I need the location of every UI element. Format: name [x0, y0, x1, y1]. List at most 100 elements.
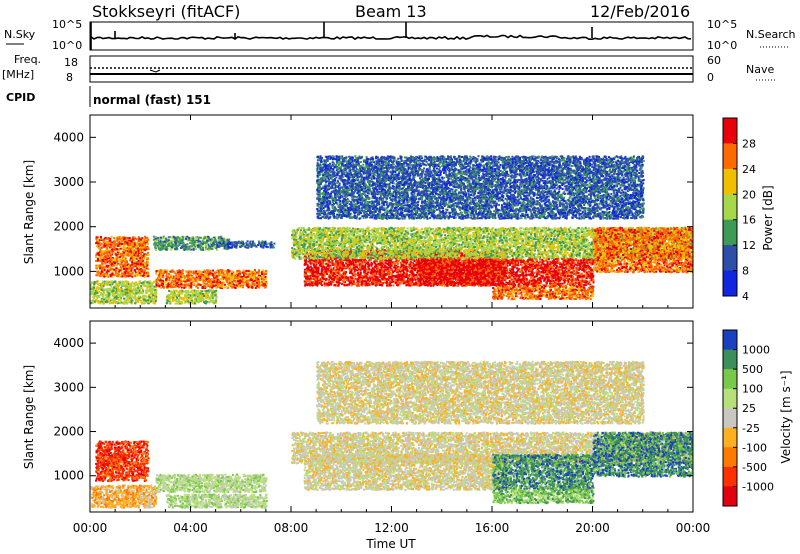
heatmap-cell	[146, 236, 149, 239]
heatmap-cell	[193, 244, 196, 247]
heatmap-cell	[124, 287, 127, 289]
heatmap-cell	[100, 236, 102, 238]
heatmap-cell	[230, 274, 233, 277]
heatmap-cell	[228, 246, 231, 249]
heatmap-cell	[406, 259, 409, 262]
heatmap-cell	[223, 283, 226, 286]
heatmap-cell	[118, 240, 121, 243]
heatmap-cell	[146, 287, 149, 290]
heatmap-cell	[208, 283, 211, 286]
heatmap-cell	[132, 282, 135, 285]
nsky-label: N.Sky	[4, 28, 36, 41]
heatmap-cell	[172, 277, 174, 280]
heatmap-cell	[107, 270, 110, 273]
heatmap-cell	[173, 236, 176, 239]
heatmap-cell	[271, 243, 273, 246]
heatmap-cell	[155, 280, 158, 283]
heatmap-cell	[186, 235, 189, 238]
heatmap-cell	[105, 271, 108, 274]
heatmap-cell	[257, 272, 260, 275]
heatmap-cell	[181, 297, 183, 300]
heatmap-cell	[159, 247, 162, 250]
heatmap-cell	[144, 264, 147, 267]
heatmap-cell	[111, 271, 114, 274]
heatmap-cell	[170, 282, 172, 285]
heatmap-cell	[208, 291, 211, 294]
heatmap-cell	[258, 270, 260, 273]
heatmap-cell	[106, 253, 109, 256]
heatmap-cell	[155, 278, 158, 281]
heatmap-cell	[137, 283, 140, 286]
heatmap-cell	[304, 275, 306, 278]
heatmap-cell	[382, 273, 385, 276]
heatmap-cell	[261, 284, 264, 287]
heatmap-cell	[101, 251, 104, 253]
heatmap-cell	[104, 301, 107, 303]
heatmap-cell	[203, 293, 206, 296]
heatmap-cell	[228, 238, 231, 241]
heatmap-cell	[131, 263, 134, 266]
heatmap-cell	[198, 296, 201, 299]
heatmap-cell	[119, 266, 122, 268]
heatmap-cell	[102, 289, 105, 292]
freq-strip-frame	[89, 55, 694, 83]
heatmap-cell	[100, 238, 103, 240]
heatmap-cell	[180, 277, 183, 280]
heatmap-cell	[412, 270, 415, 273]
heatmap-cell	[116, 260, 119, 262]
heatmap-cell	[184, 236, 187, 239]
heatmap-cell	[226, 240, 229, 243]
heatmap-cell	[95, 260, 98, 262]
heatmap-cell	[195, 273, 198, 276]
heatmap-cell	[239, 285, 242, 288]
heatmap-cell	[98, 254, 101, 257]
heatmap-cell	[151, 284, 154, 287]
heatmap-cell	[306, 263, 309, 266]
heatmap-cell	[158, 275, 161, 278]
noise-tick-left-low: 10^0	[52, 39, 82, 52]
heatmap-cell	[171, 279, 174, 282]
heatmap-cell	[140, 273, 143, 276]
heatmap-cell	[139, 244, 142, 247]
heatmap-cell	[176, 281, 179, 284]
heatmap-cell	[104, 296, 107, 299]
heatmap-cell	[186, 292, 189, 295]
heatmap-cell	[215, 289, 218, 292]
heatmap-cell	[250, 278, 252, 281]
heatmap-cell	[155, 282, 158, 285]
heatmap-cell	[143, 298, 146, 301]
heatmap-cell	[172, 291, 175, 294]
heatmap-cell	[190, 291, 193, 294]
heatmap-cell	[134, 252, 137, 255]
heatmap-cell	[131, 299, 134, 302]
heatmap-cell	[123, 274, 126, 277]
heatmap-cell	[111, 241, 114, 244]
heatmap-cell	[207, 237, 210, 240]
heatmap-cell	[136, 290, 139, 293]
heatmap-cell	[223, 241, 226, 244]
heatmap-cell	[98, 242, 101, 244]
heatmap-cell	[227, 277, 230, 280]
heatmap-cell	[172, 238, 175, 241]
heatmap-cell	[152, 294, 155, 297]
heatmap-cell	[208, 300, 211, 303]
heatmap-cell	[106, 246, 109, 249]
heatmap-cell	[96, 273, 99, 276]
heatmap-cell	[210, 300, 213, 303]
heatmap-cell	[168, 301, 171, 304]
heatmap-cell	[199, 248, 202, 251]
heatmap-cell	[175, 242, 177, 245]
heatmap-cell	[246, 284, 249, 287]
heatmap-cell	[316, 276, 319, 279]
heatmap-cell	[144, 235, 147, 238]
heatmap-cell	[103, 302, 106, 305]
heatmap-cell	[422, 259, 425, 262]
heatmap-cell	[97, 259, 99, 262]
heatmap-cell	[110, 235, 113, 238]
heatmap-cell	[113, 241, 116, 244]
heatmap-cell	[151, 293, 154, 295]
heatmap-cell	[141, 264, 144, 267]
heatmap-cell	[105, 266, 108, 269]
heatmap-cell	[254, 276, 257, 279]
heatmap-cell	[210, 280, 213, 283]
